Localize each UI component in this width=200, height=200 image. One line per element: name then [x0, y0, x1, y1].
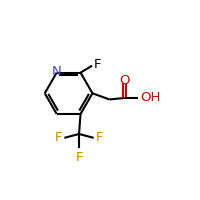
Text: O: O: [120, 74, 130, 87]
Text: N: N: [52, 65, 62, 78]
Text: F: F: [55, 131, 62, 144]
Text: OH: OH: [140, 91, 160, 104]
Text: F: F: [96, 131, 103, 144]
Text: F: F: [75, 151, 83, 164]
Text: F: F: [94, 58, 102, 71]
